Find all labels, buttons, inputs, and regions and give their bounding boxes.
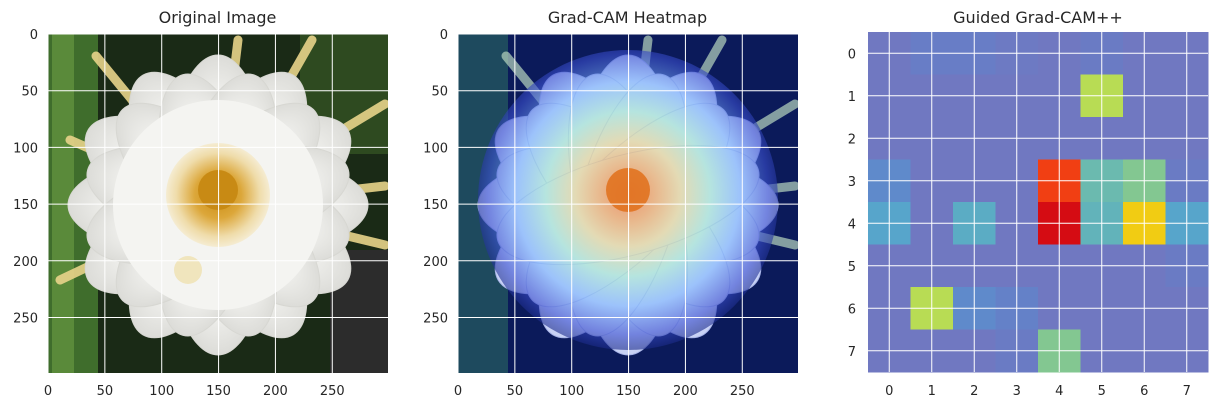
x-tick-label: 2 — [970, 384, 978, 399]
x-tick-label: 150 — [616, 384, 641, 399]
y-tick-label: 0 — [848, 47, 856, 62]
x-tick-label: 1 — [928, 384, 936, 399]
y-tick-label: 250 — [423, 311, 448, 326]
x-tick-label: 0 — [454, 384, 462, 399]
x-tick-label: 250 — [730, 384, 755, 399]
x-tick-label: 100 — [149, 384, 174, 399]
chart-title: Original Image — [158, 8, 277, 27]
gradcam-plot: 0 50 100 150 200 250 0 50 100 150 200 250 — [423, 28, 798, 399]
x-tick-label: 0 — [44, 384, 52, 399]
panel-gradcam-heatmap: Grad-CAM Heatmap — [400, 0, 820, 407]
grid-lines — [868, 32, 1208, 372]
grid-lines — [47, 33, 388, 373]
y-tick-label: 4 — [848, 217, 856, 232]
y-tick-label: 1 — [848, 90, 856, 105]
panel-guided-gradcam: Guided Grad-CAM++ 0 1 2 3 4 5 6 7 0 1 2 3 4 5 6 7 — [820, 0, 1218, 407]
y-tick-label: 0 — [440, 28, 448, 43]
flower-image — [48, 34, 388, 373]
y-tick-label: 7 — [848, 345, 856, 360]
y-tick-label: 100 — [13, 141, 38, 156]
chart-title: Grad-CAM Heatmap — [547, 8, 708, 27]
y-tick-label: 0 — [30, 28, 38, 43]
y-tick-label: 150 — [13, 198, 38, 213]
x-tick-label: 5 — [1098, 384, 1106, 399]
x-tick-label: 50 — [507, 384, 524, 399]
x-tick-label: 100 — [559, 384, 584, 399]
tick-labels: 0 50 100 150 200 250 0 50 100 150 200 250 — [13, 28, 345, 399]
x-tick-label: 200 — [263, 384, 288, 399]
x-tick-label: 200 — [673, 384, 698, 399]
original-image-plot: 0 50 100 150 200 250 0 50 100 150 200 250 — [13, 28, 388, 399]
y-tick-label: 100 — [423, 141, 448, 156]
tick-labels: 0 50 100 150 200 250 0 50 100 150 200 250 — [423, 28, 755, 399]
y-tick-label: 200 — [13, 255, 38, 270]
grid-lines — [457, 33, 798, 373]
x-tick-label: 50 — [97, 384, 114, 399]
y-tick-label: 150 — [423, 198, 448, 213]
x-tick-label: 3 — [1013, 384, 1021, 399]
y-tick-label: 200 — [423, 255, 448, 270]
x-tick-label: 7 — [1183, 384, 1191, 399]
heatmap-overlay-image — [458, 34, 798, 373]
x-tick-label: 150 — [206, 384, 231, 399]
panel-original-image: Original Image — [0, 0, 400, 407]
x-tick-label: 0 — [885, 384, 893, 399]
y-tick-label: 50 — [431, 85, 448, 100]
y-tick-label: 6 — [848, 302, 856, 317]
x-tick-label: 250 — [320, 384, 345, 399]
y-tick-label: 50 — [21, 85, 38, 100]
y-tick-label: 5 — [848, 260, 856, 275]
x-tick-label: 4 — [1055, 384, 1063, 399]
y-tick-label: 250 — [13, 311, 38, 326]
heatmap-cells — [868, 32, 1209, 373]
chart-title: Guided Grad-CAM++ — [953, 8, 1123, 27]
tick-labels: 0 1 2 3 4 5 6 7 0 1 2 3 4 5 6 7 — [848, 47, 1191, 399]
y-tick-label: 2 — [848, 132, 856, 147]
x-tick-label: 6 — [1140, 384, 1148, 399]
y-tick-label: 3 — [848, 175, 856, 190]
guided-gradcam-heatmap: 0 1 2 3 4 5 6 7 0 1 2 3 4 5 6 7 — [848, 32, 1209, 399]
